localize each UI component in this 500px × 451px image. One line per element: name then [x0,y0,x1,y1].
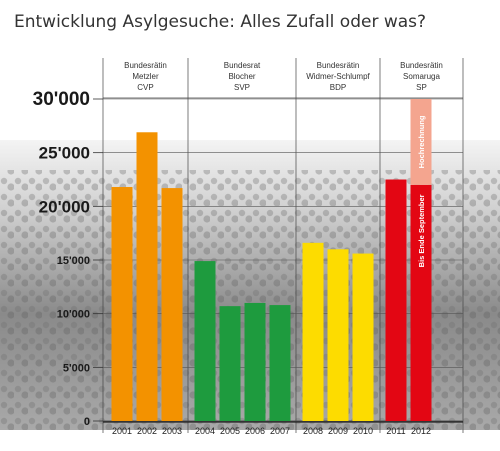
x-tick-label: 2010 [353,426,373,436]
x-tick-label: 2002 [137,426,157,436]
x-tick-label: 2001 [112,426,132,436]
x-tick-label: 2005 [220,426,240,436]
period-label: Widmer-Schlumpf [306,72,370,81]
x-tick-label: 2007 [270,426,290,436]
x-tick-label: 2006 [245,426,265,436]
y-tick-label: 10'000 [57,309,90,321]
y-tick-label: 30'000 [33,89,90,110]
y-tick-label: 15'000 [57,255,90,267]
bar-2003 [161,188,183,421]
period-label: BDP [330,83,346,92]
bar-2012-projection [410,99,432,185]
period-label: Bundesrätin [124,61,167,70]
period-label: Bundesrätin [317,61,360,70]
bar-2012 [410,184,432,421]
bar-2002 [136,132,158,422]
y-tick-label: 20'000 [39,197,90,216]
x-tick-label: 2012 [411,426,431,436]
bar-2011 [385,179,407,421]
period-label: SP [416,83,427,92]
bar-2009 [327,249,349,421]
period-label: Somaruga [403,72,440,81]
y-tick-label: 5'000 [63,362,90,374]
x-tick-label: 2008 [303,426,323,436]
x-tick-label: 2003 [162,426,182,436]
period-label: SVP [234,83,250,92]
x-tick-label: 2011 [386,426,405,436]
period-label: Bundesrat [224,61,261,70]
bar-2005 [219,306,241,421]
projection-annotation: Hochrechnung [417,115,426,168]
bar-2004 [194,261,216,421]
bar-2008 [302,242,324,421]
period-label: Metzler [132,72,159,81]
x-tick-label: 2009 [328,426,348,436]
y-tick-label: 25'000 [39,144,90,163]
bar-2007 [269,305,291,421]
period-label: Blocher [228,72,255,81]
period-label: Bundesrätin [400,61,443,70]
bar-2001 [111,187,133,421]
chart-title: Entwicklung Asylgesuche: Alles Zufall od… [14,12,427,32]
y-tick-label: 0 [84,416,90,428]
period-label: CVP [137,83,153,92]
period-annotation: Bis Ende September [417,194,426,267]
x-tick-label: 2004 [195,426,215,436]
bar-2006 [244,302,266,421]
bar-2010 [352,253,374,421]
